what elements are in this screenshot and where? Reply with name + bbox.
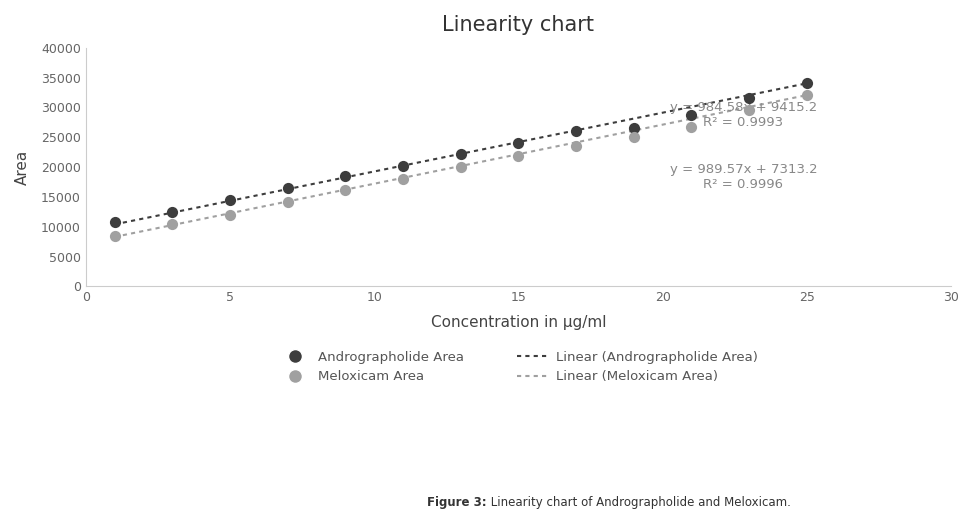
Point [222,196,238,204]
Point [338,172,354,180]
Point [510,152,526,160]
Point [684,123,699,131]
Point [338,186,354,194]
Point [395,175,411,183]
Point [280,184,295,192]
Point [165,208,180,216]
Point [569,142,584,150]
Legend: Andrographolide Area, Meloxicam Area, Linear (Andrographolide Area), Linear (Mel: Andrographolide Area, Meloxicam Area, Li… [274,346,764,389]
X-axis label: Concentration in μg/ml: Concentration in μg/ml [431,315,606,330]
Point [799,79,814,88]
Y-axis label: Area: Area [15,150,30,185]
Title: Linearity chart: Linearity chart [442,15,594,35]
Point [107,218,123,226]
Point [395,162,411,170]
Text: Figure 3:: Figure 3: [428,496,487,509]
Point [453,163,468,171]
Point [626,124,642,133]
Point [510,139,526,147]
Text: Linearity chart of Andrographolide and Meloxicam.: Linearity chart of Andrographolide and M… [487,496,791,509]
Point [684,110,699,119]
Point [626,133,642,141]
Point [165,220,180,228]
Point [280,198,295,206]
Text: y = 984.58x + 9415.2
R² = 0.9993: y = 984.58x + 9415.2 R² = 0.9993 [670,101,817,128]
Point [222,211,238,219]
Point [107,232,123,240]
Text: y = 989.57x + 7313.2
R² = 0.9996: y = 989.57x + 7313.2 R² = 0.9996 [669,163,817,190]
Point [741,106,757,115]
Point [453,150,468,158]
Point [569,127,584,135]
Point [799,91,814,100]
Point [741,94,757,103]
